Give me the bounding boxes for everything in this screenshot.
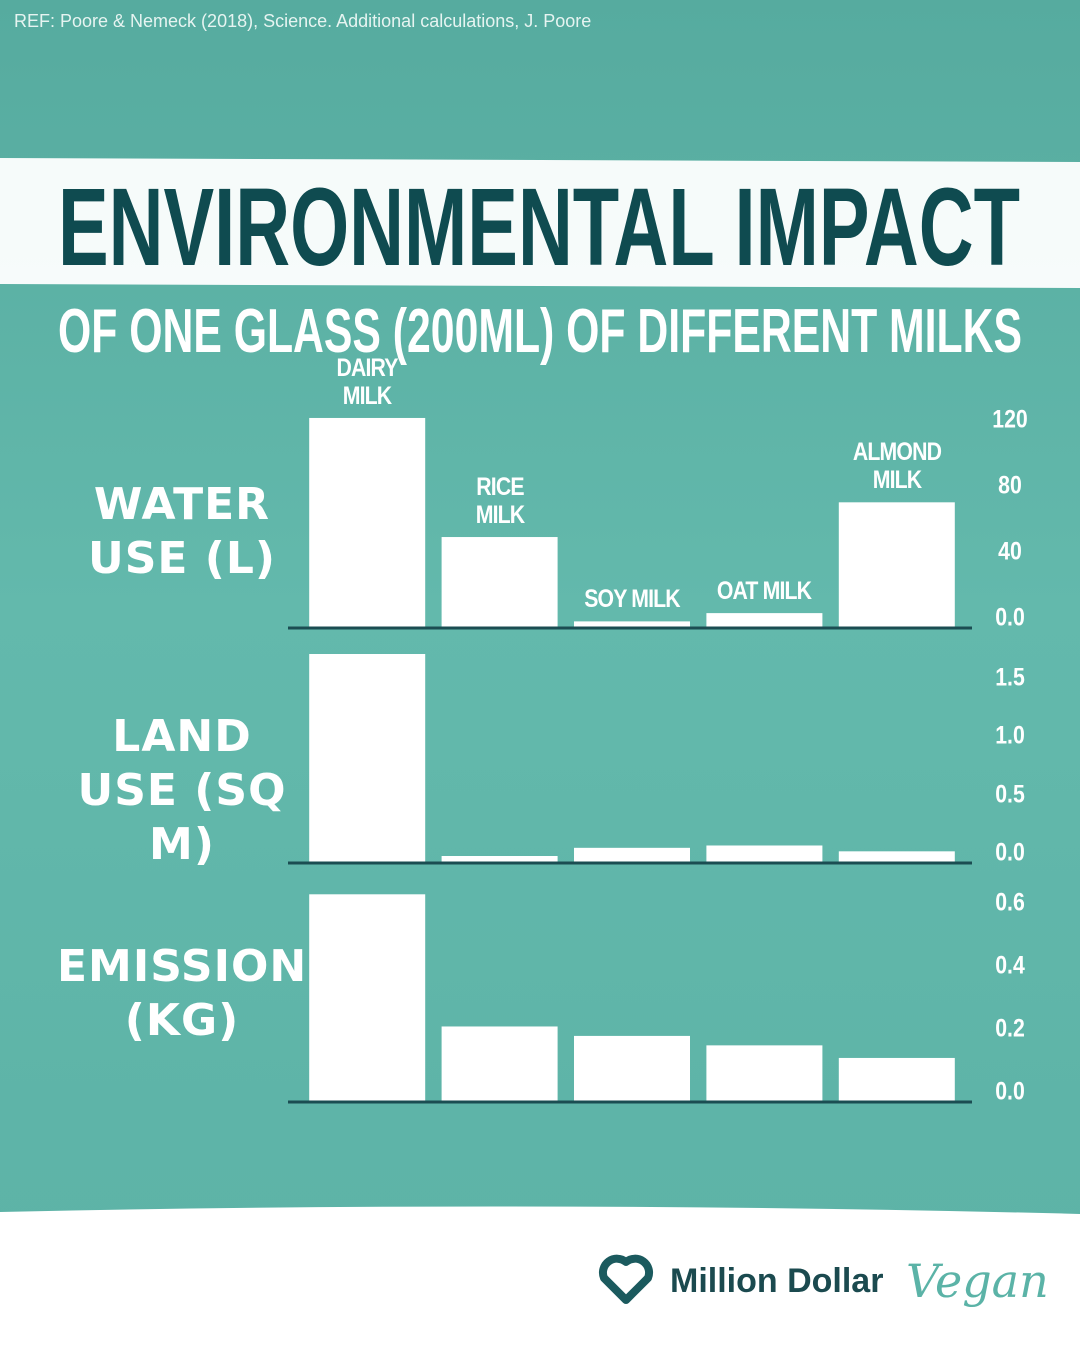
footer-band bbox=[0, 1206, 1080, 1350]
y-axis-label: WATER USE (L) bbox=[87, 479, 277, 584]
y-tick-label: 0.5 bbox=[995, 780, 1025, 809]
bar bbox=[441, 537, 558, 628]
brand-logo bbox=[598, 1254, 654, 1304]
bar bbox=[574, 847, 690, 863]
y-tick-label: 0.0 bbox=[995, 838, 1025, 867]
bar bbox=[706, 613, 823, 628]
bar bbox=[706, 845, 823, 863]
y-tick-label: 0.4 bbox=[995, 951, 1025, 980]
bar bbox=[574, 621, 690, 628]
y-axis-label: EMISSIONS (KG) bbox=[57, 941, 340, 1046]
brand-script: Vegan bbox=[906, 1254, 1049, 1308]
category-label: SOY MILK bbox=[584, 585, 680, 614]
bar bbox=[309, 894, 426, 1102]
bar bbox=[838, 1057, 955, 1102]
bar bbox=[441, 855, 558, 863]
y-tick-label: 80 bbox=[998, 471, 1022, 500]
category-label: ALMOND MILK bbox=[852, 438, 942, 495]
reference: REF: Poore & Nemeck (2018), Science. Add… bbox=[14, 11, 591, 31]
y-tick-label: 1.5 bbox=[995, 663, 1025, 692]
category-label: OAT MILK bbox=[717, 577, 812, 606]
category-label: DAIRY MILK bbox=[336, 353, 399, 410]
bar bbox=[441, 1026, 558, 1102]
bar bbox=[309, 654, 426, 863]
brand-name: Million Dollar bbox=[670, 1262, 883, 1300]
bar bbox=[706, 1045, 823, 1102]
title-band bbox=[0, 158, 1080, 288]
y-tick-label: 120 bbox=[992, 405, 1028, 434]
y-tick-label: 1.0 bbox=[995, 721, 1025, 750]
bar bbox=[309, 417, 426, 628]
category-label: RICE MILK bbox=[475, 473, 524, 530]
bar bbox=[838, 502, 955, 628]
subtitle: OF ONE GLASS (200ML) OF DIFFERENT MILKS bbox=[58, 297, 1022, 366]
y-tick-label: 40 bbox=[998, 537, 1022, 566]
bar bbox=[838, 851, 955, 863]
title: ENVIRONMENTAL IMPACT bbox=[58, 166, 1020, 289]
bar bbox=[574, 1035, 690, 1102]
y-tick-label: 0.0 bbox=[995, 1077, 1025, 1106]
y-tick-label: 0.0 bbox=[995, 603, 1025, 632]
y-tick-label: 0.6 bbox=[995, 888, 1025, 917]
y-axis-label: LAND USE (SQ M) bbox=[77, 711, 287, 870]
y-tick-label: 0.2 bbox=[995, 1014, 1025, 1043]
